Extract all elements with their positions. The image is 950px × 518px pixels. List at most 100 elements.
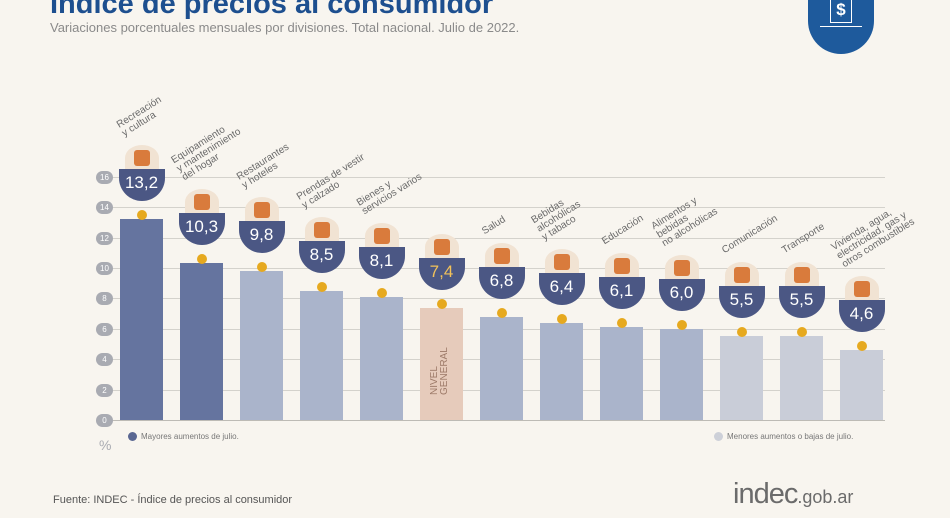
value-badge: 10,3 (178, 213, 225, 246)
data-point-dot (856, 341, 867, 352)
category-glyph-icon (853, 281, 870, 298)
category-icon (244, 197, 279, 224)
category-label: Comunicación (720, 213, 780, 257)
bar (600, 327, 643, 420)
category-icon (784, 262, 819, 289)
bar (120, 219, 163, 420)
data-point-dot (676, 319, 687, 330)
value-badge: 6,0 (658, 278, 705, 311)
category-glyph-icon (733, 267, 750, 284)
category-label: Transporte (780, 221, 827, 257)
category-icon (544, 248, 579, 275)
category-icon (844, 276, 879, 303)
category-label: Educación (600, 213, 646, 248)
y-tick-label: 4 (96, 353, 113, 367)
value-badge: 6,4 (538, 272, 585, 305)
category-glyph-icon (433, 238, 450, 255)
data-point-dot (136, 210, 147, 221)
category-icon (664, 254, 699, 281)
value-badge: 9,8 (238, 221, 285, 254)
category-label: Bebidas alcohólicas y tabaco (529, 197, 583, 243)
y-tick-label: 6 (96, 322, 113, 336)
bar (420, 307, 463, 420)
value-badge: 13,2 (118, 169, 165, 202)
category-icon (424, 233, 459, 260)
brand-main: indec (733, 478, 798, 510)
category-glyph-icon (133, 150, 150, 167)
legend-label: Mayores aumentos de julio. (141, 432, 239, 441)
value-badge: 4,6 (838, 300, 885, 333)
category-icon (184, 189, 219, 216)
y-tick-label: 14 (96, 201, 113, 215)
bar (360, 296, 403, 420)
bar (720, 336, 763, 420)
data-point-dot (196, 254, 207, 265)
bar (780, 336, 823, 420)
value-badge: 6,8 (478, 266, 525, 299)
category-label: Salud (480, 213, 508, 237)
value-badge: 6,1 (598, 277, 645, 310)
category-icon (304, 216, 339, 243)
bar (540, 322, 583, 420)
data-point-dot (256, 262, 267, 273)
category-glyph-icon (673, 259, 690, 276)
waves-icon (820, 26, 862, 27)
category-label: Restaurantes y hoteles (234, 141, 292, 192)
data-point-dot (736, 327, 747, 338)
gridline (112, 420, 885, 421)
gridline (112, 207, 885, 209)
brand-suffix: .gob.ar (797, 487, 854, 507)
bar (840, 350, 883, 420)
bar (300, 290, 343, 420)
bar (180, 263, 223, 420)
value-badge: 8,1 (358, 246, 405, 279)
y-tick-label: 0 (96, 414, 113, 427)
category-glyph-icon (613, 258, 630, 275)
y-tick-label: 12 (96, 231, 113, 245)
category-glyph-icon (373, 227, 390, 244)
dollar-icon: $ (830, 0, 852, 23)
bar (480, 316, 523, 420)
indec-brand-logo[interactable]: indec.gob.ar (733, 478, 853, 511)
y-tick-label: 10 (96, 262, 113, 275)
data-point-dot (556, 313, 567, 324)
category-label: Alimentos y bebidas no alcohólicas (649, 195, 720, 249)
bar (240, 271, 283, 420)
data-point-dot (496, 307, 507, 318)
y-tick-label: 16 (96, 170, 113, 184)
y-axis-label: % (99, 437, 112, 453)
category-glyph-icon (253, 202, 270, 219)
data-point-dot (436, 298, 447, 309)
y-tick-label: 8 (96, 292, 113, 306)
category-glyph-icon (313, 221, 330, 238)
legend-swatch (128, 432, 137, 441)
source-note: Fuente: INDEC - Índice de precios al con… (53, 494, 293, 506)
category-label: Recreación y cultura (114, 94, 164, 140)
value-badge: 5,5 (718, 286, 765, 319)
value-badge: 7,4 (418, 257, 465, 290)
bar (660, 328, 703, 420)
category-label: NIVEL GENERAL (429, 347, 450, 395)
category-icon (484, 242, 519, 269)
legend-menores: Menores aumentos o bajas de julio. (714, 432, 853, 441)
category-icon (604, 253, 639, 280)
value-badge: 8,5 (298, 240, 345, 273)
category-icon (724, 262, 759, 289)
data-point-dot (316, 281, 327, 292)
legend-swatch (714, 432, 723, 441)
gridline (112, 176, 885, 178)
price-logo-icon: $ (808, 0, 874, 54)
category-icon (124, 145, 159, 172)
category-label: Vivienda, agua, electricidad, gas y otro… (829, 207, 917, 271)
y-tick-label: 2 (96, 383, 113, 397)
category-glyph-icon (793, 267, 810, 284)
data-point-dot (796, 327, 807, 338)
page-subtitle: Variaciones porcentuales mensuales por d… (50, 20, 520, 35)
value-badge: 5,5 (778, 286, 825, 319)
category-glyph-icon (193, 194, 210, 211)
data-point-dot (616, 318, 627, 329)
page-title: Índice de precios al consumidor (50, 0, 494, 20)
legend-label: Menores aumentos o bajas de julio. (727, 432, 854, 441)
category-icon (364, 222, 399, 249)
legend-mayores: Mayores aumentos de julio. (128, 432, 239, 441)
